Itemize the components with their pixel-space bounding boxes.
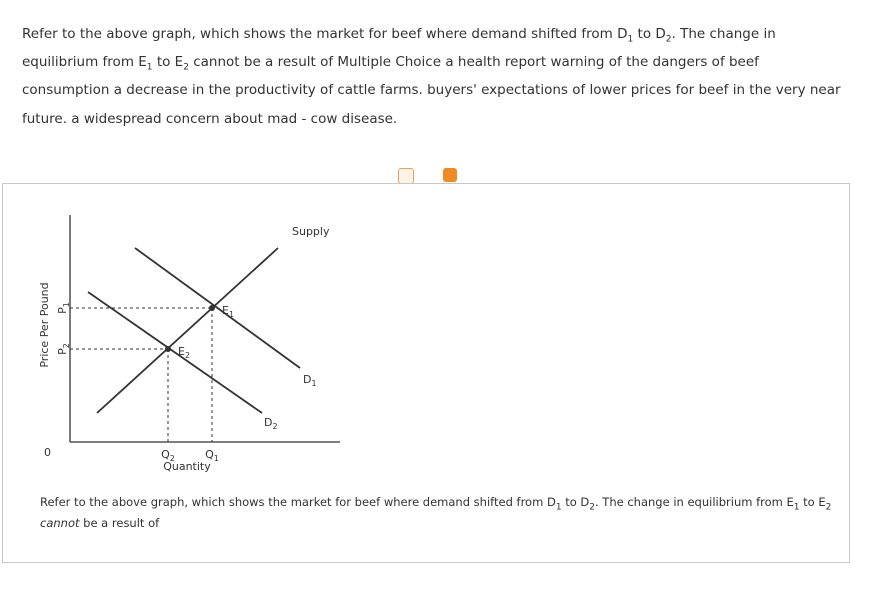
label-subscript: 2 — [62, 343, 71, 348]
text-line: equilibrium from E1 to E2 cannot be a re… — [22, 54, 759, 73]
label-text: E — [222, 304, 229, 317]
subscript: 1 — [793, 502, 800, 513]
text: to E — [152, 54, 184, 70]
label-text: Q — [161, 448, 170, 461]
text: Refer to the above graph, which shows th… — [22, 26, 628, 42]
text-line: cannot be a result of — [40, 516, 159, 530]
subscript: 1 — [146, 62, 153, 73]
text: cannot — [40, 516, 80, 530]
question-box — [2, 183, 850, 563]
label-text: P — [56, 348, 69, 355]
icon[interactable] — [443, 168, 457, 182]
label-text: P — [56, 307, 69, 314]
label-subscript: 2 — [185, 351, 190, 360]
e2-point — [165, 346, 171, 352]
text-line: consumption a decrease in the productivi… — [22, 82, 841, 98]
supply-line — [96, 247, 279, 414]
d1-line — [134, 247, 301, 369]
text: consumption a decrease in the productivi… — [22, 82, 841, 98]
subscript: 2 — [589, 502, 595, 513]
text: be a result of — [79, 516, 160, 530]
text-line: Refer to the above graph, which shows th… — [40, 495, 831, 512]
subscript: 2 — [825, 502, 832, 513]
x-axis-label: Quantity — [163, 460, 211, 473]
label-text: Q — [205, 448, 214, 461]
text: future. a widespread concern about mad -… — [22, 111, 398, 127]
text: . The change in equilibrium from E — [595, 495, 794, 509]
e1-label: E1 — [222, 304, 234, 319]
text: to E — [799, 495, 826, 509]
subscript: 2 — [183, 62, 189, 73]
e1-point — [209, 305, 215, 311]
d2-label: D2 — [264, 416, 278, 431]
subscript: 1 — [555, 502, 562, 513]
subscript: 2 — [665, 34, 672, 45]
p2-label: P2 — [56, 343, 71, 355]
d1-label: D1 — [303, 373, 317, 388]
y-axis-label: Price Per Pound — [38, 282, 51, 367]
q2-label: Q2 — [161, 448, 175, 463]
label-subscript: 1 — [311, 379, 316, 388]
subscript: 1 — [627, 34, 634, 45]
text: Refer to the above graph, which shows th… — [40, 495, 556, 509]
supply-label: Supply — [292, 225, 330, 238]
text: equilibrium from E — [22, 54, 147, 70]
text: to D — [633, 26, 666, 42]
text: to D — [561, 495, 590, 509]
text-line: future. a widespread concern about mad -… — [22, 111, 397, 127]
q1-label: Q1 — [205, 448, 219, 463]
label-text: D — [303, 373, 311, 386]
text-line: Refer to the above graph, which shows th… — [22, 26, 776, 45]
text: . The change in — [671, 26, 776, 42]
e2-label: E2 — [178, 345, 190, 360]
text: cannot be a result of Multiple Choice a … — [188, 54, 759, 70]
label-text: D — [264, 416, 272, 429]
label-subscript: 1 — [229, 310, 234, 319]
origin-label: 0 — [44, 446, 51, 459]
label-subscript: 1 — [214, 454, 219, 463]
label-subscript: 1 — [62, 302, 71, 307]
p1-label: P1 — [56, 302, 71, 314]
label-subscript: 2 — [170, 454, 175, 463]
d2-line — [87, 291, 263, 414]
label-text: E — [178, 345, 185, 358]
label-subscript: 2 — [272, 422, 277, 431]
